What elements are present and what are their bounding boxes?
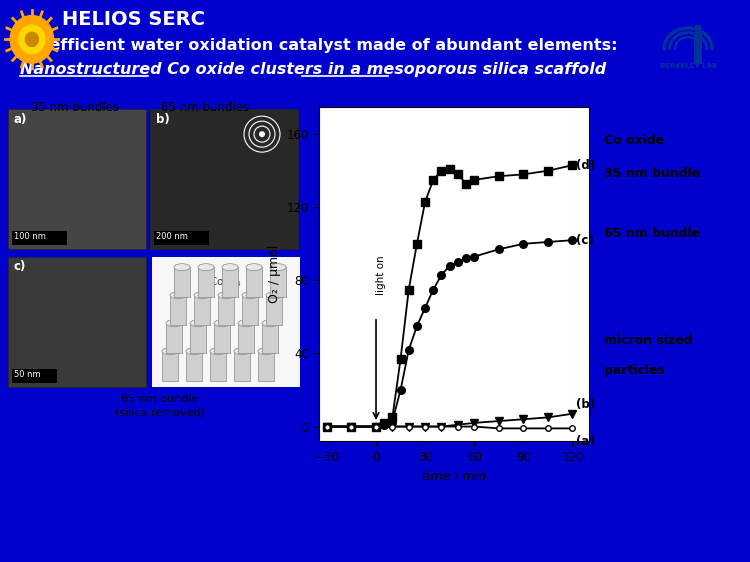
Text: Very high catalytic rate: 1140 O₂ molecules per second per cluster (driven by vi: Very high catalytic rate: 1140 O₂ molecu… xyxy=(16,477,569,490)
Bar xyxy=(12,369,57,383)
Text: An efficient water oxidation catalyst made of abundant elements:: An efficient water oxidation catalyst ma… xyxy=(20,38,617,53)
Circle shape xyxy=(26,32,38,47)
Bar xyxy=(210,351,226,381)
Text: Suitable for integrated artificial photosynthetic system that keeps up with sola: Suitable for integrated artificial photo… xyxy=(16,543,608,556)
Text: b): b) xyxy=(156,113,170,126)
Ellipse shape xyxy=(246,264,262,271)
Bar xyxy=(242,295,258,325)
Bar xyxy=(186,351,202,381)
Text: •: • xyxy=(8,543,16,556)
Circle shape xyxy=(19,25,45,53)
Bar xyxy=(234,351,250,381)
Text: •: • xyxy=(8,522,16,534)
Ellipse shape xyxy=(258,348,274,355)
Ellipse shape xyxy=(174,264,190,271)
Ellipse shape xyxy=(162,348,178,355)
Ellipse shape xyxy=(234,348,250,355)
Bar xyxy=(270,267,286,297)
Bar xyxy=(694,33,702,64)
Bar xyxy=(8,109,146,249)
Text: •: • xyxy=(8,499,16,512)
Bar xyxy=(174,267,190,297)
Circle shape xyxy=(259,131,265,137)
Text: (b): (b) xyxy=(576,398,595,411)
Bar xyxy=(154,231,209,245)
Text: Co oxide: Co oxide xyxy=(604,134,664,147)
Text: Co$_3$O$_4$: Co$_3$O$_4$ xyxy=(209,275,242,289)
Text: 65 nm bundle: 65 nm bundle xyxy=(604,228,700,241)
Ellipse shape xyxy=(218,292,234,298)
Text: Size (35 nm bundle) and rate of catalyst match Nature’s Photosystem II photocata: Size (35 nm bundle) and rate of catalyst… xyxy=(16,522,610,534)
Ellipse shape xyxy=(214,320,230,327)
Text: 100 nm: 100 nm xyxy=(14,232,46,241)
Ellipse shape xyxy=(266,292,282,298)
Bar xyxy=(214,323,230,353)
Ellipse shape xyxy=(170,292,186,298)
Text: particles: particles xyxy=(604,364,664,378)
Bar xyxy=(238,323,254,353)
Text: HELIOS SERC: HELIOS SERC xyxy=(62,10,205,29)
Ellipse shape xyxy=(270,264,286,271)
Ellipse shape xyxy=(262,320,278,327)
Ellipse shape xyxy=(222,264,238,271)
Text: 35 nm bundle: 35 nm bundle xyxy=(604,167,700,180)
Text: 200 nm: 200 nm xyxy=(156,232,188,241)
X-axis label: time / min: time / min xyxy=(422,469,486,482)
Text: 35 nm bundles: 35 nm bundles xyxy=(31,101,119,114)
Ellipse shape xyxy=(238,320,254,327)
Bar xyxy=(166,323,182,353)
Bar xyxy=(170,295,186,325)
Text: F. Jiao, H. Frei, Angew. Chem. Int. Ed. 48, 000 (2009)
Web release Jan. 28, 2009: F. Jiao, H. Frei, Angew. Chem. Int. Ed. … xyxy=(375,431,645,455)
Text: (c): (c) xyxy=(576,234,593,247)
Bar xyxy=(8,257,146,387)
Y-axis label: O₂ / μmol: O₂ / μmol xyxy=(268,245,281,303)
Bar xyxy=(162,351,178,381)
Bar xyxy=(218,295,234,325)
Ellipse shape xyxy=(198,264,214,271)
Bar xyxy=(258,351,274,381)
Bar xyxy=(152,257,300,387)
Text: a): a) xyxy=(14,113,27,126)
Text: O₂ evolution depends on both bundle
and catalyst molecule: O₂ evolution depends on both bundle and … xyxy=(370,99,650,129)
Ellipse shape xyxy=(186,348,202,355)
Ellipse shape xyxy=(190,320,206,327)
Text: light on: light on xyxy=(376,255,386,295)
Bar xyxy=(246,267,262,297)
Text: c): c) xyxy=(14,260,26,273)
Text: 65 nm bundles: 65 nm bundles xyxy=(161,101,249,114)
Text: BERKELEY LAB: BERKELEY LAB xyxy=(659,63,717,69)
Text: Mild conditions and low overvoltage: 22ºC, pH 5.8, overvoltage 350 mV; stable un: Mild conditions and low overvoltage: 22º… xyxy=(16,499,566,512)
Text: Co₃O₄ (spinel structure)): Co₃O₄ (spinel structure)) xyxy=(55,431,266,446)
Bar xyxy=(150,109,298,249)
Bar xyxy=(694,25,701,33)
Text: micron sized: micron sized xyxy=(604,334,692,347)
Bar xyxy=(194,295,210,325)
Text: 65 nm bundle
(silica removed): 65 nm bundle (silica removed) xyxy=(115,394,205,418)
Text: Nanostructured Co oxide clusters in a mesoporous silica scaffold: Nanostructured Co oxide clusters in a me… xyxy=(20,62,606,76)
Circle shape xyxy=(10,16,53,63)
Text: (d): (d) xyxy=(576,158,595,172)
Bar xyxy=(190,323,206,353)
Bar xyxy=(12,231,67,245)
Bar xyxy=(222,267,238,297)
Bar xyxy=(266,295,282,325)
Text: (a): (a) xyxy=(576,434,595,448)
Bar xyxy=(198,267,214,297)
Text: 50 nm: 50 nm xyxy=(14,370,40,379)
Ellipse shape xyxy=(194,292,210,298)
Text: •: • xyxy=(8,477,16,490)
Ellipse shape xyxy=(242,292,258,298)
Bar xyxy=(262,323,278,353)
Ellipse shape xyxy=(210,348,226,355)
Ellipse shape xyxy=(166,320,182,327)
